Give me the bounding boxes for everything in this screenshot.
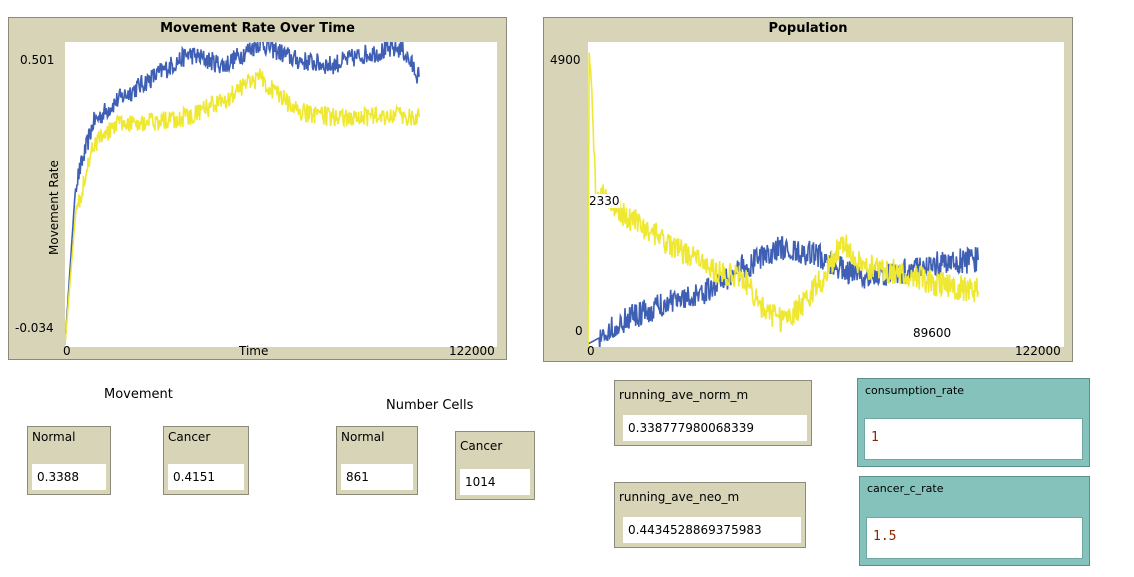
monitor-value: 861 (341, 464, 413, 490)
monitor-name: Cancer (460, 439, 503, 453)
cancer-c-rate-field[interactable]: 1.5 (866, 517, 1083, 559)
x-max-label: 122000 (1015, 344, 1061, 358)
y-max-label: 0.501 (20, 53, 55, 67)
series-line-1 (65, 42, 420, 345)
series-line-2 (588, 52, 979, 347)
x-max-label: 122000 (449, 344, 495, 358)
number-cells-section-label: Number Cells (386, 398, 474, 413)
cells-normal-monitor: Normal 861 (336, 426, 418, 495)
running-ave-norm-monitor: running_ave_norm_m 0.338777980068339 (614, 380, 812, 446)
consumption-rate-input-box: consumption_rate 1 (857, 378, 1090, 467)
movement-cancer-monitor: Cancer 0.4151 (163, 426, 249, 495)
monitor-value: 0.4434528869375983 (623, 517, 801, 543)
running-ave-neo-monitor: running_ave_neo_m 0.4434528869375983 (614, 482, 806, 548)
monitor-value: 0.4151 (168, 464, 244, 490)
movement-section-label: Movement (104, 387, 173, 402)
monitor-name: running_ave_norm_m (619, 388, 749, 402)
x-axis-label: Time (239, 344, 269, 358)
monitor-name: Cancer (168, 430, 211, 444)
y-axis-label: Movement Rate (47, 160, 61, 255)
plot-title: Movement Rate Over Time (160, 21, 355, 36)
plot-canvas (65, 42, 497, 347)
series-line-1 (588, 236, 979, 347)
consumption-rate-field[interactable]: 1 (864, 418, 1083, 460)
series-line-2 (65, 68, 420, 345)
movement-normal-monitor: Normal 0.3388 (27, 426, 111, 495)
plot-title: Population (768, 21, 848, 36)
x-min-label: 0 (587, 344, 595, 358)
monitor-name: running_ave_neo_m (619, 490, 740, 504)
x-min-label: 0 (63, 344, 71, 358)
y-min-label: 0 (575, 324, 583, 338)
population-plot: Population 4900 2330 0 89600 0 122000 (543, 17, 1073, 362)
monitor-name: Normal (32, 430, 76, 444)
movement-rate-plot: Movement Rate Over Time 0.501 -0.034 Mov… (8, 17, 507, 360)
input-name: consumption_rate (865, 384, 965, 397)
monitor-value: 0.3388 (32, 464, 106, 490)
monitor-name: Normal (341, 430, 385, 444)
monitor-value: 0.338777980068339 (623, 415, 807, 441)
input-name: cancer_c_rate (867, 482, 944, 495)
y-min-label: -0.034 (15, 321, 54, 335)
x-mid-label: 89600 (913, 326, 952, 340)
y-mid-label: 2330 (589, 194, 620, 208)
y-max-label: 4900 (550, 53, 581, 67)
monitor-value: 1014 (460, 469, 530, 495)
cells-cancer-monitor: Cancer 1014 (455, 431, 535, 500)
movement-chart-svg (65, 42, 420, 345)
plot-canvas (588, 42, 1064, 347)
population-chart-svg (588, 52, 979, 347)
cancer-c-rate-input-box: cancer_c_rate 1.5 (859, 476, 1090, 566)
